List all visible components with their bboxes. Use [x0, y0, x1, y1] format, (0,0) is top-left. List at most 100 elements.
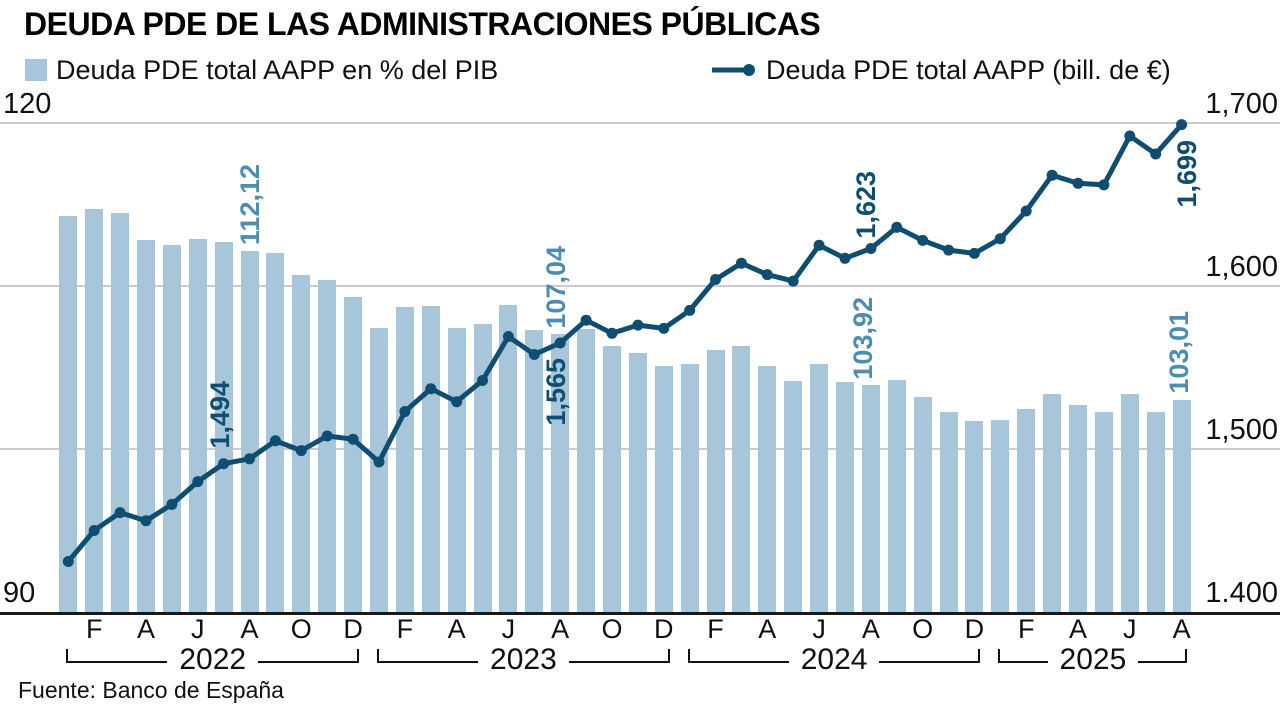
- line-dot: [295, 445, 307, 457]
- value-annotation: 1,494: [204, 381, 235, 449]
- month-tick-label: O: [601, 614, 623, 644]
- bar: [344, 297, 363, 612]
- bar: [499, 304, 518, 612]
- line-dot: [761, 269, 773, 281]
- value-annotation: 112,12: [234, 164, 265, 246]
- bar: [1146, 411, 1165, 612]
- line-dot: [865, 243, 877, 254]
- line-dot: [1176, 119, 1188, 131]
- bar: [1172, 399, 1191, 612]
- line-dot: [735, 257, 747, 269]
- gridline: [0, 285, 1280, 287]
- month-tick-label: J: [812, 614, 826, 644]
- month-tick-label: F: [707, 614, 724, 644]
- bar: [603, 346, 621, 612]
- bracket-line: [568, 661, 668, 663]
- line-dot: [88, 525, 100, 536]
- x-axis-line: [0, 612, 1280, 615]
- bar: [162, 245, 181, 613]
- gridline: [0, 122, 1280, 124]
- bracket-line: [1138, 661, 1186, 663]
- line-dot: [968, 247, 980, 259]
- line-dot: [1020, 205, 1032, 217]
- bar: [654, 365, 673, 612]
- line-dot: [166, 498, 178, 510]
- line-dot: [244, 453, 255, 465]
- bracket-line: [689, 661, 789, 663]
- line-dot: [658, 322, 670, 334]
- bar: [810, 364, 829, 612]
- bar: [887, 379, 906, 612]
- bar: [1069, 405, 1087, 612]
- bar: [732, 346, 751, 612]
- bar: [214, 242, 233, 612]
- bar-series-swatch-icon: [25, 59, 47, 81]
- right-axis-label: 1,500: [1205, 414, 1278, 446]
- bar: [758, 365, 777, 612]
- legend-item-line: Deuda PDE total AAPP (bill. de €): [710, 54, 1171, 85]
- month-tick-label: J: [1123, 614, 1137, 644]
- line-dot: [1046, 169, 1058, 181]
- line-dot: [917, 234, 929, 246]
- month-tick-label: F: [85, 614, 103, 644]
- legend-bars-label: Deuda PDE total AAPP en % del PIB: [56, 54, 499, 85]
- line-dot: [891, 221, 903, 233]
- value-annotation: 103,92: [847, 296, 878, 380]
- chart-title: DEUDA PDE DE LAS ADMINISTRACIONES PÚBLIC…: [24, 6, 821, 42]
- legend-item-bars: Deuda PDE total AAPP en % del PIB: [25, 54, 499, 85]
- year-bracket: 2022: [66, 645, 360, 675]
- bar: [965, 421, 984, 612]
- left-axis-label-bottom: 90: [3, 577, 36, 609]
- bar: [266, 253, 285, 612]
- line-dot: [62, 556, 74, 567]
- year-bracket: 2024: [687, 645, 981, 675]
- line-dot: [580, 314, 592, 326]
- bar: [1043, 394, 1062, 612]
- value-annotation: 1,699: [1171, 139, 1202, 208]
- bar: [525, 330, 544, 612]
- bar: [85, 209, 104, 612]
- value-annotation: 1,623: [850, 170, 881, 239]
- month-tick-label: A: [758, 614, 777, 644]
- line-dot: [1072, 177, 1084, 189]
- line-dot: [347, 433, 359, 445]
- line-dot: [425, 383, 437, 395]
- month-tick-label: A: [136, 614, 155, 644]
- line-dot: [502, 331, 514, 342]
- month-tick-label: A: [861, 614, 880, 644]
- line-dot: [684, 304, 696, 316]
- line-dot: [399, 406, 411, 417]
- value-annotation: 1,565: [541, 358, 572, 426]
- bar: [861, 385, 880, 612]
- line-dot: [192, 476, 204, 488]
- bar: [473, 323, 492, 612]
- bar: [577, 329, 596, 612]
- line-dot: [606, 327, 618, 339]
- bar: [1017, 409, 1036, 612]
- year-label: 2024: [800, 643, 868, 676]
- bar: [1094, 412, 1113, 612]
- bracket-line: [879, 661, 979, 663]
- legend-line-label: Deuda PDE total AAPP (bill. de €): [766, 54, 1171, 85]
- month-tick-label: J: [501, 614, 516, 644]
- month-tick-label: F: [1017, 614, 1035, 644]
- bar: [318, 279, 337, 612]
- right-axis-label: 1,600: [1205, 251, 1278, 283]
- bar: [292, 274, 311, 612]
- year-bracket: 2023: [377, 645, 670, 675]
- line-dot: [477, 375, 488, 386]
- line-dot: [1098, 179, 1110, 191]
- right-axis-label: 1.400: [1205, 577, 1278, 609]
- line-dot: [839, 252, 851, 264]
- line-dot: [787, 275, 799, 287]
- line-dot: [1150, 148, 1162, 160]
- bracket-line: [258, 661, 358, 663]
- line-dot: [813, 239, 825, 251]
- year-bracket: 2025: [998, 645, 1188, 675]
- bar: [59, 215, 78, 612]
- source-note: Fuente: Banco de España: [18, 677, 284, 703]
- month-tick-label: F: [396, 614, 414, 644]
- line-dot: [710, 274, 721, 285]
- month-tick-label: A: [551, 614, 570, 644]
